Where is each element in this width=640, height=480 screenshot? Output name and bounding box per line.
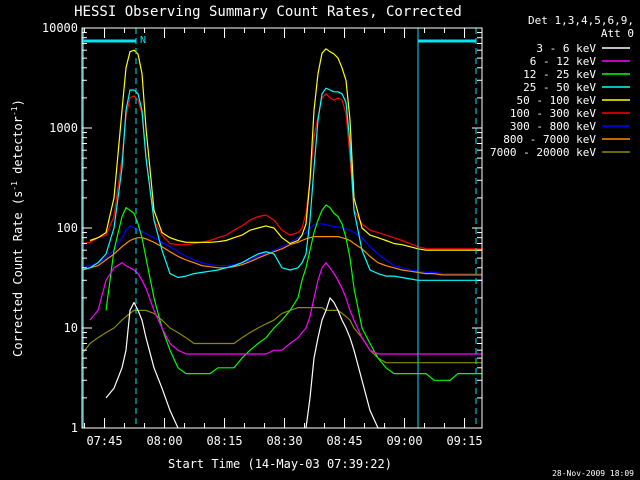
y-tick-label-3: 1000	[49, 121, 78, 135]
legend-label-3: 25 - 50 keV	[523, 81, 596, 94]
legend-label-8: 7000 - 20000 keV	[490, 146, 596, 159]
x-tick-label-1: 08:00	[146, 434, 182, 448]
series-line-7	[81, 236, 482, 276]
legend-label-6: 300 - 800 keV	[510, 120, 596, 133]
y-tick-label-1: 10	[64, 321, 78, 335]
x-tick-label-2: 08:15	[206, 434, 242, 448]
y-tick-label-2: 100	[56, 221, 78, 235]
x-tick-label-3: 08:30	[266, 434, 302, 448]
plot-frame	[81, 27, 483, 429]
legend-label-0: 3 - 6 keV	[536, 42, 596, 55]
y-label-sup-1: -1	[10, 181, 19, 191]
legend-header-1: Det 1,3,4,5,6,9,	[528, 14, 634, 27]
y-axis-label: Corrected Count Rate (s-1 detector-1)	[10, 99, 25, 357]
y-label-main: Corrected Count Rate (s	[11, 191, 25, 357]
y-label-mid: detector	[11, 116, 25, 181]
night-marker-label: N	[140, 35, 146, 46]
y-axis: 1 10 100 1000 10000	[42, 21, 482, 435]
series-line-2	[105, 204, 482, 381]
y-label-end: )	[11, 99, 25, 106]
legend-label-7: 800 - 7000 keV	[503, 133, 596, 146]
chart-title: HESSI Observing Summary Count Rates, Cor…	[74, 4, 462, 20]
footer-timestamp: 28-Nov-2009 18:09	[552, 469, 634, 478]
x-axis-label: Start Time (14-May-03 07:39:22)	[168, 457, 392, 471]
x-axis: 07:45 08:00 08:15 08:30 08:45 09:00 09:15	[84, 28, 483, 448]
series-line-6	[81, 223, 482, 275]
series-layer	[81, 48, 482, 429]
legend-label-1: 6 - 12 keV	[530, 55, 597, 68]
y-tick-label-0: 1	[71, 421, 78, 435]
series-line-3	[81, 87, 482, 281]
series-line-4	[89, 48, 482, 251]
series-line-8	[81, 307, 482, 364]
legend-label-2: 12 - 25 keV	[523, 68, 596, 81]
y-tick-label-4: 10000	[42, 21, 78, 35]
x-tick-label-0: 07:45	[86, 434, 122, 448]
x-tick-label-6: 09:15	[446, 434, 482, 448]
legend-label-4: 50 - 100 keV	[517, 94, 597, 107]
x-tick-label-5: 09:00	[386, 434, 422, 448]
legend-header-2: Att 0	[601, 27, 634, 40]
series-line-1	[89, 262, 482, 355]
x-tick-label-4: 08:45	[326, 434, 362, 448]
series-line-0	[105, 297, 386, 429]
annotation-layer: N	[82, 28, 477, 428]
legend-label-5: 100 - 300 keV	[510, 107, 596, 120]
y-label-sup-2: -1	[10, 106, 19, 116]
